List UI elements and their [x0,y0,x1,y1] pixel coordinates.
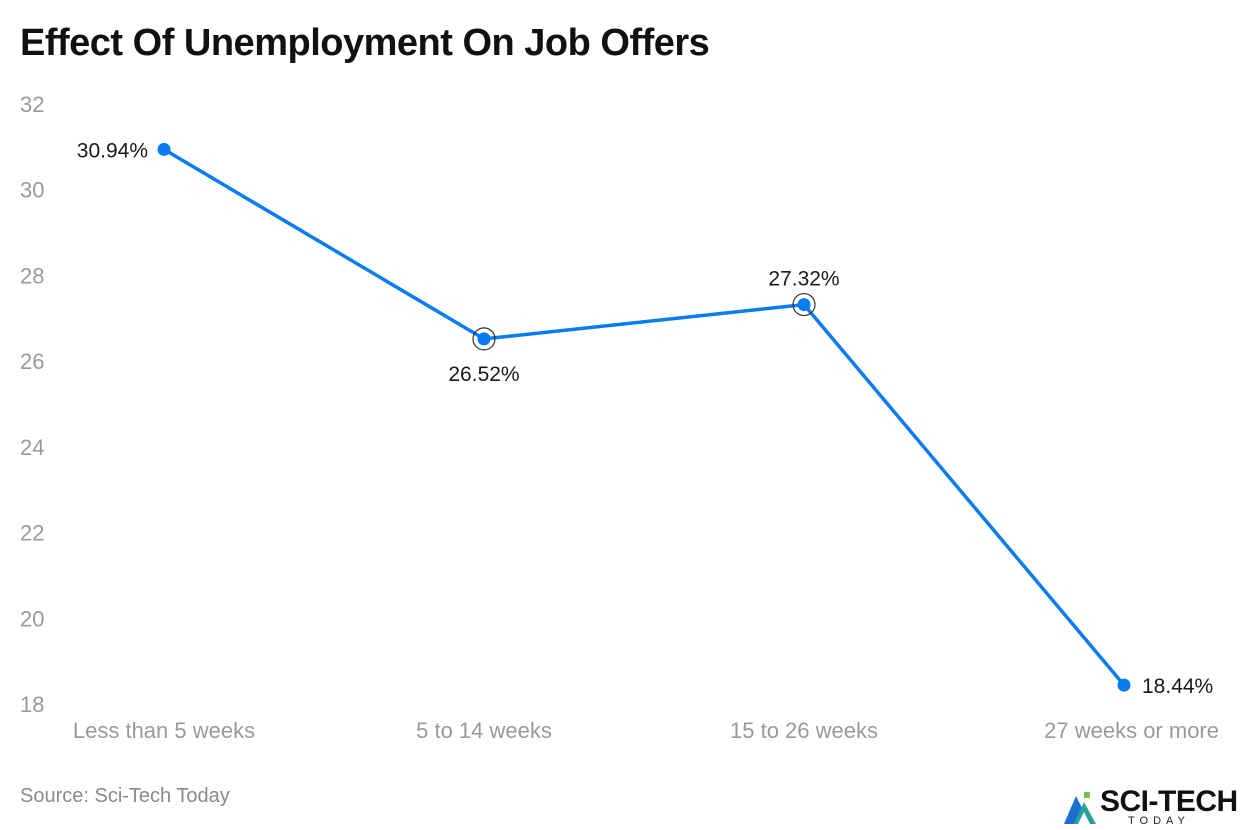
y-tick-label-32: 32 [20,92,44,117]
x-tick-label-3: 15 to 26 weeks [730,718,878,743]
line-chart: 18 20 22 24 26 28 30 32 Less than 5 weeks 5 to 1… [20,92,1219,743]
series-line [162,147,1126,687]
data-point-1 [157,142,171,156]
data-point-highlight-ring-3 [792,292,816,317]
data-label-2: 26.52% [448,363,519,386]
chart-title: Effect Of Unemployment On Job Offers [20,22,710,64]
y-axis-ticks: 18 20 22 24 26 28 30 32 [20,92,44,717]
data-label-1: 30.94% [77,139,148,162]
data-label-3: 27.32% [768,268,839,291]
logo-subtitle: TODAY [1128,815,1190,827]
x-tick-label-4: 27 weeks or more [1044,718,1219,743]
y-tick-label-28: 28 [20,263,44,288]
sci-tech-mountain-icon [1064,792,1096,824]
data-point-4 [1117,678,1131,692]
series-line-group [162,147,1126,687]
data-point-3 [797,298,811,312]
x-tick-label-1: Less than 5 weeks [73,718,255,743]
y-tick-label-22: 22 [20,521,44,546]
source-note: Source: Sci-Tech Today [20,785,230,807]
logo-name: SCI-TECH [1100,785,1238,818]
y-tick-label-18: 18 [20,692,44,717]
x-tick-label-2: 5 to 14 weeks [416,718,552,743]
y-tick-label-26: 26 [20,349,44,374]
y-tick-label-20: 20 [20,606,44,631]
y-tick-label-30: 30 [20,178,44,203]
y-tick-label-24: 24 [20,435,44,460]
data-label-4: 18.44% [1142,675,1213,698]
x-axis-ticks: Less than 5 weeks 5 to 14 weeks 15 to 26 w… [73,718,1219,743]
data-points [157,142,1131,692]
data-labels: 30.94% 26.52% 27.32% 18.44% [77,139,1213,698]
data-point-2 [477,332,491,346]
data-point-highlight-ring-2 [472,327,496,351]
sci-tech-logo: SCI-TECH TODAY [1062,786,1238,828]
